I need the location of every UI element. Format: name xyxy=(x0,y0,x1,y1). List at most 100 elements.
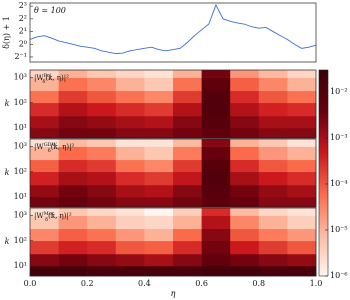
heat-cell xyxy=(230,146,260,161)
heat-cell xyxy=(287,171,317,186)
y-tick-label: 10¹ xyxy=(14,192,27,201)
heat-cell xyxy=(115,127,145,139)
heat-cell xyxy=(144,139,174,147)
heat-cell xyxy=(30,77,59,92)
heat-cell xyxy=(115,228,145,242)
heat-cell xyxy=(115,208,145,216)
heat-cell xyxy=(144,196,174,208)
heat-cell xyxy=(58,240,88,255)
heat-cell xyxy=(287,159,317,173)
panel-label-part: (k, η)|² xyxy=(51,143,75,151)
x-tick-label: 0.2 xyxy=(81,279,94,288)
heat-cell xyxy=(173,184,202,198)
y-tick-label: 10¹ xyxy=(14,123,27,132)
heat-cell xyxy=(58,77,88,92)
x-tick-label: 0.6 xyxy=(195,279,208,288)
heat-cell xyxy=(144,90,174,104)
heat-cell xyxy=(115,159,145,173)
heat-cell xyxy=(144,228,174,242)
heat-cell xyxy=(258,240,288,255)
heat-cell xyxy=(201,265,231,277)
heat-cell xyxy=(87,70,117,78)
heat-cell xyxy=(115,215,145,230)
heat-cell xyxy=(30,208,59,216)
heat-cell xyxy=(115,77,145,92)
heat-cell xyxy=(58,196,88,208)
heat-cell xyxy=(87,127,117,139)
heat-cell xyxy=(287,184,317,198)
y-tick-label: 2¹ xyxy=(19,27,27,36)
heat-cell xyxy=(258,184,288,198)
panel-label: |WMor δ(k, η)|² xyxy=(34,211,72,223)
heat-cell xyxy=(87,115,117,129)
heat-cell xyxy=(87,171,117,186)
heat-cell xyxy=(258,265,288,277)
heat-cell xyxy=(30,171,59,186)
heat-cell xyxy=(201,127,231,139)
heat-cell xyxy=(258,159,288,173)
panel-label-part: Poi xyxy=(44,73,52,79)
heat-cell xyxy=(173,77,202,92)
panel-label-part: |W xyxy=(34,74,44,82)
heat-cell xyxy=(87,139,117,147)
heat-cell xyxy=(230,127,260,139)
heat-cell xyxy=(287,265,317,277)
x-axis-label: η xyxy=(171,289,176,298)
panel-frame xyxy=(29,69,317,139)
heat-cell xyxy=(58,215,88,230)
heat-cell xyxy=(173,70,202,78)
panel-label-part: |W xyxy=(34,143,44,151)
heat-cell xyxy=(144,240,174,255)
heat-cell xyxy=(144,159,174,173)
heat-cell xyxy=(258,253,288,267)
heat-cell xyxy=(230,115,260,129)
heat-cell xyxy=(201,228,231,242)
heat-cell xyxy=(287,240,317,255)
heat-cell xyxy=(173,159,202,173)
heat-cell xyxy=(30,215,59,230)
heat-cell xyxy=(201,196,231,208)
heat-cell xyxy=(173,102,202,117)
heat-cell xyxy=(58,208,88,216)
annotation: θ = 100 xyxy=(34,6,66,15)
heat-cell xyxy=(87,159,117,173)
heat-cell xyxy=(201,184,231,198)
x-tick-label: 0.0 xyxy=(24,279,37,288)
heat-cell xyxy=(144,77,174,92)
heat-cell xyxy=(115,171,145,186)
heat-cell xyxy=(201,253,231,267)
heat-cell xyxy=(58,184,88,198)
heat-cell xyxy=(230,240,260,255)
heat-cell xyxy=(58,159,88,173)
heat-cell xyxy=(144,253,174,267)
colorbar-tick-label: 10⁻⁵ xyxy=(330,225,348,234)
heat-cell xyxy=(115,139,145,147)
heat-cell xyxy=(144,265,174,277)
heat-cell xyxy=(230,90,260,104)
heat-cell xyxy=(173,115,202,129)
heat-cell xyxy=(30,102,59,117)
heat-cell xyxy=(201,208,231,216)
heat-cell xyxy=(201,102,231,117)
heat-cell xyxy=(87,184,117,198)
heat-cell xyxy=(230,253,260,267)
heat-cell xyxy=(144,70,174,78)
heat-cell xyxy=(30,253,59,267)
y-tick-label: 10² xyxy=(14,98,27,107)
heat-cell xyxy=(258,196,288,208)
colorbar-tick-label: 10⁻² xyxy=(330,87,348,96)
heat-cell xyxy=(230,196,260,208)
panel-label: |WGDW δ(k, η)|² xyxy=(34,142,74,154)
y-tick-label: 10³ xyxy=(14,142,27,151)
heat-cell xyxy=(30,90,59,104)
heat-cell xyxy=(201,115,231,129)
heat-cell xyxy=(173,127,202,139)
panel-frame xyxy=(29,2,317,63)
heat-cell xyxy=(230,70,260,78)
colorbar xyxy=(318,69,329,277)
heat-cell xyxy=(115,240,145,255)
heat-cell xyxy=(258,228,288,242)
heat-cell xyxy=(287,228,317,242)
heat-cell xyxy=(258,115,288,129)
